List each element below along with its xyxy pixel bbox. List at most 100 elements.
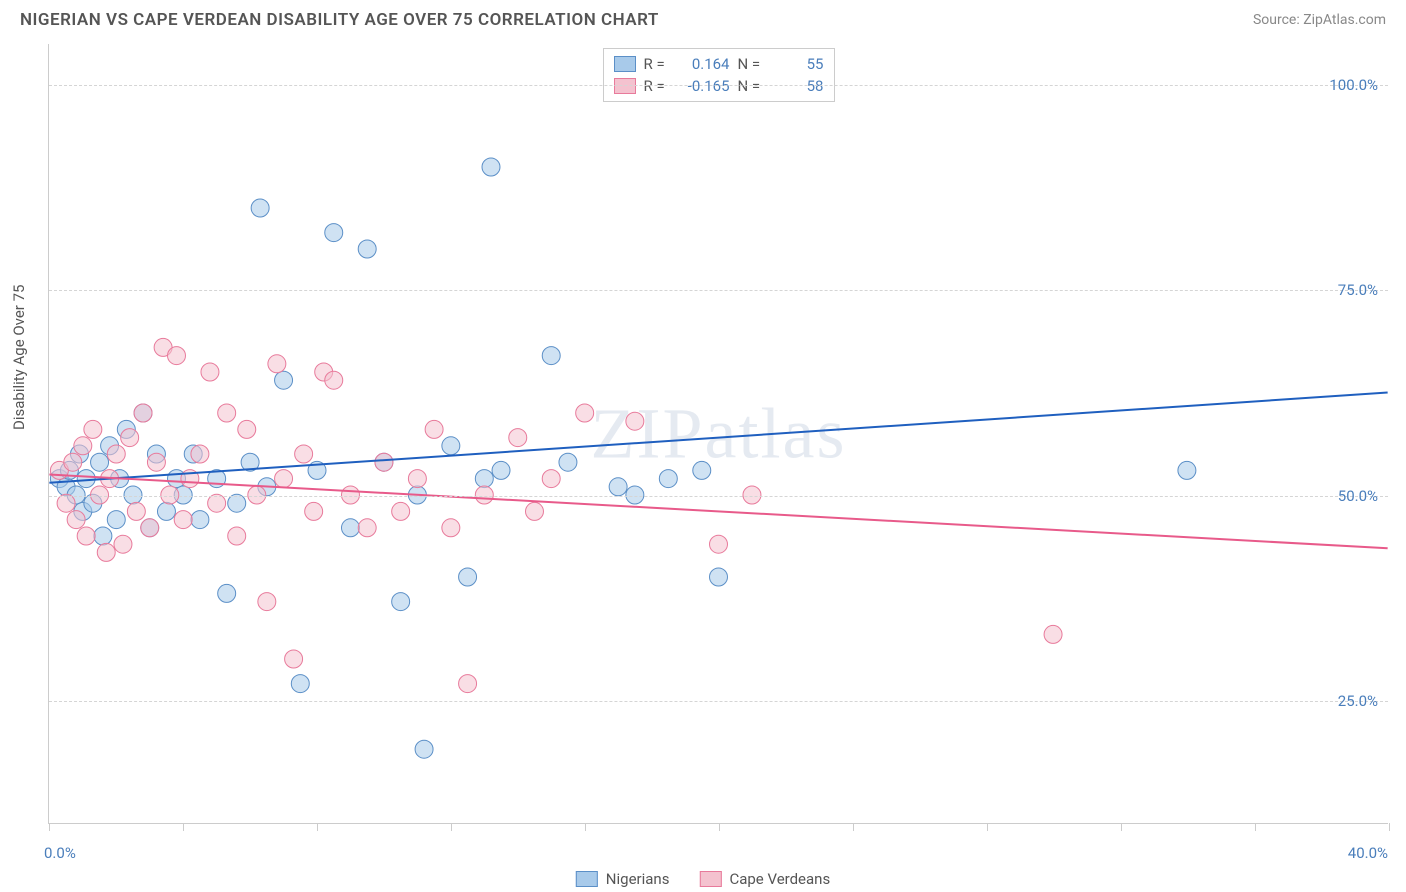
data-point <box>77 470 95 488</box>
data-point <box>107 511 125 529</box>
data-point <box>191 511 209 529</box>
swatch-capeverdeans-bottom <box>699 871 721 887</box>
data-point <box>509 429 527 447</box>
data-point <box>693 461 711 479</box>
data-point <box>74 437 92 455</box>
data-point <box>84 494 102 512</box>
data-point <box>168 347 186 365</box>
gridline <box>49 290 1388 291</box>
data-point <box>94 527 112 545</box>
swatch-nigerians <box>614 56 636 72</box>
data-point <box>408 470 426 488</box>
data-point <box>111 470 129 488</box>
data-point <box>442 519 460 537</box>
data-point <box>415 740 433 758</box>
data-point <box>459 568 477 586</box>
data-point <box>127 502 145 520</box>
data-point <box>459 675 477 693</box>
gridline <box>49 701 1388 702</box>
data-point <box>325 224 343 242</box>
y-tick-label: 75.0% <box>1338 281 1378 299</box>
data-point <box>241 453 259 471</box>
data-point <box>609 478 627 496</box>
x-tick <box>1121 823 1122 831</box>
chart-header: NIGERIAN VS CAPE VERDEAN DISABILITY AGE … <box>0 0 1406 38</box>
data-point <box>315 363 333 381</box>
x-tick-label-max: 40.0% <box>1348 844 1388 862</box>
data-point <box>442 437 460 455</box>
series-label-capeverdeans: Cape Verdeans <box>729 870 830 888</box>
data-point <box>392 502 410 520</box>
x-tick-label-min: 0.0% <box>44 844 76 862</box>
data-point <box>70 445 88 463</box>
data-point <box>218 584 236 602</box>
data-point <box>275 470 293 488</box>
data-point <box>134 404 152 422</box>
data-point <box>268 355 286 373</box>
chart-title: NIGERIAN VS CAPE VERDEAN DISABILITY AGE … <box>20 10 659 30</box>
data-point <box>238 420 256 438</box>
swatch-nigerians-bottom <box>576 871 598 887</box>
x-tick <box>183 823 184 831</box>
data-point <box>154 338 172 356</box>
data-point <box>358 240 376 258</box>
data-point <box>251 199 269 217</box>
data-point <box>67 511 85 529</box>
data-point <box>107 445 125 463</box>
watermark: ZIPatlas <box>591 392 847 475</box>
chart-svg <box>49 44 1388 823</box>
data-point <box>1044 625 1062 643</box>
data-point <box>482 158 500 176</box>
data-point <box>1178 461 1196 479</box>
x-tick <box>853 823 854 831</box>
data-point <box>475 470 493 488</box>
x-tick <box>585 823 586 831</box>
r-label: R = <box>644 55 672 73</box>
y-axis-label: Disability Age Over 75 <box>10 285 28 430</box>
n-label: N = <box>738 55 766 73</box>
data-point <box>50 461 68 479</box>
data-point <box>168 470 186 488</box>
data-point <box>141 519 159 537</box>
data-point <box>392 593 410 611</box>
data-point <box>291 675 309 693</box>
r-value-nigerians: 0.164 <box>680 55 730 73</box>
data-point <box>101 470 119 488</box>
x-tick <box>451 823 452 831</box>
n-value-nigerians: 55 <box>774 55 824 73</box>
data-point <box>101 437 119 455</box>
data-point <box>184 445 202 463</box>
y-tick-label: 100.0% <box>1329 76 1378 94</box>
data-point <box>201 363 219 381</box>
gridline <box>49 496 1388 497</box>
x-tick <box>1255 823 1256 831</box>
data-point <box>208 470 226 488</box>
data-point <box>91 453 109 471</box>
x-tick <box>49 823 50 831</box>
data-point <box>141 519 159 537</box>
data-point <box>60 461 78 479</box>
data-point <box>325 371 343 389</box>
trend-line <box>49 475 1387 549</box>
data-point <box>147 445 165 463</box>
series-label-nigerians: Nigerians <box>606 870 670 888</box>
data-point <box>375 453 393 471</box>
data-point <box>174 511 192 529</box>
data-point <box>77 527 95 545</box>
data-point <box>57 478 75 496</box>
data-point <box>191 445 209 463</box>
data-point <box>228 494 246 512</box>
data-point <box>84 420 102 438</box>
data-point <box>121 429 139 447</box>
gridline <box>49 85 1388 86</box>
data-point <box>157 502 175 520</box>
data-point <box>208 494 226 512</box>
data-point <box>228 527 246 545</box>
data-point <box>492 461 510 479</box>
data-point <box>275 371 293 389</box>
data-point <box>295 445 313 463</box>
data-point <box>626 412 644 430</box>
data-point <box>542 470 560 488</box>
series-legend: Nigerians Cape Verdeans <box>576 870 830 888</box>
data-point <box>147 453 165 471</box>
